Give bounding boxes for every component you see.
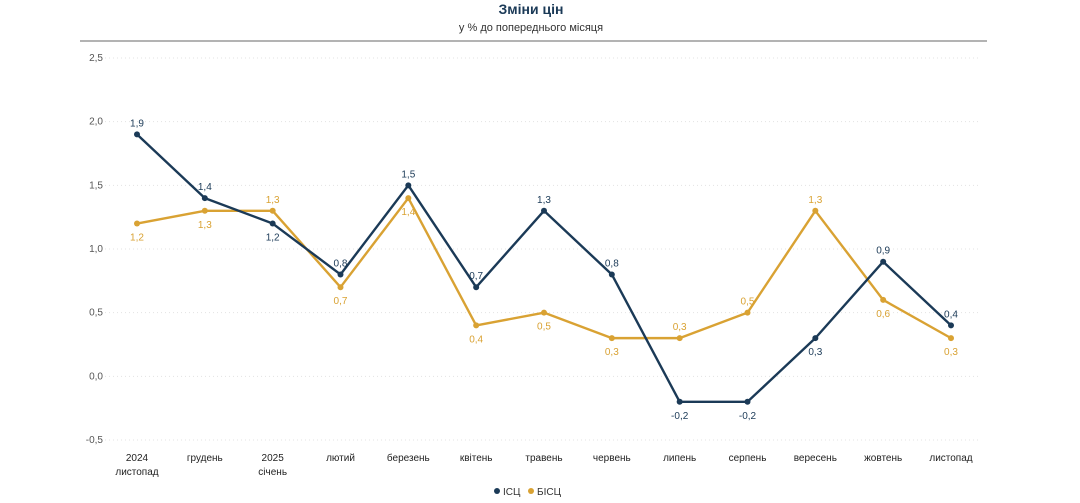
legend-label: ІСЦ [503,487,521,498]
y-tick-label: 2,5 [89,53,103,64]
data-label: 0,3 [808,347,822,358]
x-tick-label: 2024 листопад [115,453,158,478]
data-label: 0,3 [944,347,958,358]
data-point [201,207,208,214]
data-label: 0,4 [944,309,958,320]
x-tick-label: 2025 січень [258,453,287,478]
data-label: 0,6 [876,309,890,320]
y-tick-label: 2,0 [89,117,103,128]
legend-label: БІСЦ [537,487,562,498]
data-point [676,335,683,342]
x-tick-label: червень [593,453,631,464]
data-labels: 1,9 1,2 1,4 1,3 1,2 1,3 0,8 0,7 1,5 1,4 0,7 0,4 1,3 0… [130,118,958,421]
data-point [948,335,954,342]
series-line-isc [136,133,952,403]
x-tick-label: лютий [326,453,355,464]
data-label: 1,2 [130,233,144,244]
x-tick-label: серпень [729,453,767,464]
data-point [744,309,751,316]
data-label: 0,5 [537,322,551,333]
data-point [880,258,887,265]
data-label: 0,9 [876,246,890,257]
y-tick-label: 0,5 [89,308,103,319]
data-point [744,398,751,405]
data-label: -0,2 [671,411,689,422]
data-point [812,335,819,342]
x-axis: 2024 листопад грудень 2025 січень лютий березе… [115,452,972,478]
data-point [473,284,480,291]
x-tick-label: травень [525,453,562,464]
data-label: 1,2 [266,233,280,244]
data-label: 1,3 [198,220,212,231]
y-tick-label: 0,0 [89,371,103,382]
data-label: 0,5 [741,297,755,308]
x-tick-label: жовтень [864,453,902,464]
gridlines [105,57,980,441]
chart-title: Зміни цін [499,1,564,17]
data-point [608,335,615,342]
y-axis: -0,5 0,0 0,5 1,0 1,5 2,0 2,5 [86,53,104,446]
legend-marker [494,488,500,494]
data-label: 0,7 [334,296,348,307]
data-label: 1,3 [537,195,551,206]
data-label: -0,2 [739,411,757,422]
data-point [337,271,344,278]
data-point [812,207,819,214]
x-tick-label: грудень [187,453,223,464]
x-tick-label: листопад [929,453,972,464]
data-point [541,207,547,214]
data-point [269,207,276,214]
data-point [134,220,140,227]
y-tick-label: 1,5 [89,180,103,191]
data-point [134,131,140,138]
data-label: 1,3 [808,195,822,206]
data-point [880,296,887,303]
legend-marker [528,488,534,494]
data-point [676,398,683,405]
x-tick-label: квітень [460,453,493,464]
data-label: 1,4 [198,182,212,193]
data-label: 0,7 [469,271,483,282]
legend: ІСЦ БІСЦ [494,487,562,498]
data-label: 0,4 [469,334,483,345]
data-point [948,322,954,329]
data-point [337,284,344,291]
data-point [269,220,276,227]
data-label: 0,8 [334,258,348,269]
data-label: 1,5 [401,169,415,180]
data-point [405,195,412,202]
data-point [405,182,412,189]
data-point [608,271,615,278]
x-tick-label: вересень [794,453,837,464]
data-point [541,309,547,316]
data-label: 0,3 [673,322,687,333]
series-lines [134,131,954,405]
data-point [201,195,208,202]
data-label: 0,8 [605,258,619,269]
x-tick-label: березень [387,452,430,464]
data-label: 1,3 [266,195,280,206]
x-tick-label: липень [663,453,696,464]
chart-subtitle: у % до попереднього місяця [459,22,603,34]
data-label: 0,3 [605,347,619,358]
data-label: 1,4 [401,207,415,218]
data-point [473,322,480,329]
data-label: 1,9 [130,118,144,129]
y-tick-label: -0,5 [86,435,104,446]
y-tick-label: 1,0 [89,244,103,255]
